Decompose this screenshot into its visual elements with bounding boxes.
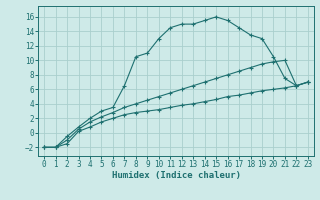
X-axis label: Humidex (Indice chaleur): Humidex (Indice chaleur) bbox=[111, 171, 241, 180]
